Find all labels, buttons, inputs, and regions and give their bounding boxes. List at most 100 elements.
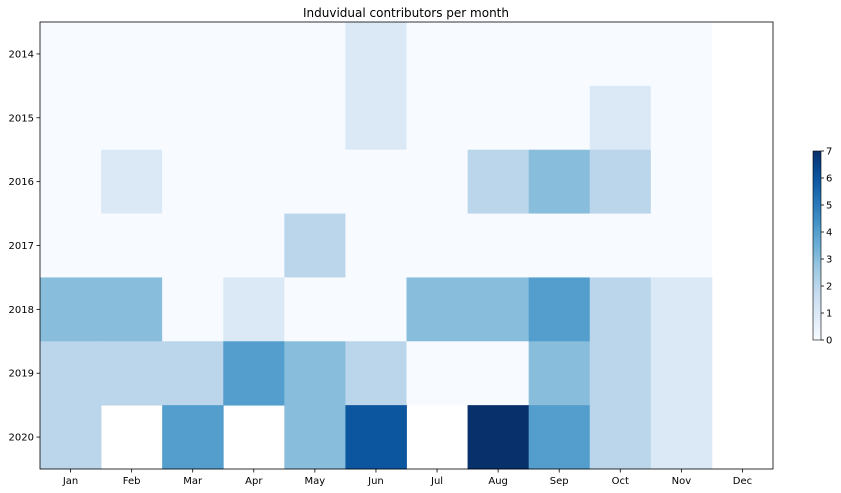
heatmap-cell xyxy=(101,277,163,342)
colorbar-tick-label: 4 xyxy=(826,228,832,239)
heatmap-cell xyxy=(467,85,530,151)
heatmap-cell xyxy=(406,213,468,278)
heatmap-cell xyxy=(345,405,407,470)
heatmap-cell xyxy=(162,149,224,214)
heatmap-cell xyxy=(284,22,346,87)
heatmap-cell xyxy=(528,213,591,278)
heatmap-cell xyxy=(467,22,530,87)
x-tick-label: Sep xyxy=(550,476,569,487)
heatmap-cell xyxy=(406,277,468,342)
x-tick-label: Apr xyxy=(245,476,263,487)
heatmap-cell xyxy=(467,341,530,406)
colorbar-tick-label: 3 xyxy=(826,255,832,266)
heatmap-cell xyxy=(528,405,591,470)
heatmap-cell xyxy=(162,341,224,406)
heatmap-cell xyxy=(101,213,163,278)
heatmap-cell xyxy=(223,22,285,87)
heatmap-cell xyxy=(467,149,530,214)
colorbar-gradient xyxy=(812,150,822,341)
heatmap-cell xyxy=(162,277,224,342)
heatmap-cell xyxy=(223,149,285,214)
y-tick-label: 2017 xyxy=(9,241,34,252)
heatmap-cell xyxy=(589,149,652,214)
colorbar-tick-label: 0 xyxy=(826,336,832,347)
heatmap-cell xyxy=(101,22,163,87)
y-tick-label: 2018 xyxy=(9,305,34,316)
x-tick-label: Aug xyxy=(488,476,508,487)
heatmap-cell xyxy=(650,405,713,470)
colorbar-tick-label: 1 xyxy=(826,309,832,320)
y-tick-label: 2019 xyxy=(9,369,34,380)
heatmap-cell xyxy=(101,85,163,151)
heatmap-cell xyxy=(345,85,407,151)
heatmap-cell xyxy=(406,149,468,214)
heatmap-cell xyxy=(650,85,713,151)
heatmap-cell xyxy=(528,149,591,214)
heatmap-cell xyxy=(284,277,346,342)
chart-title: Induvidual contributors per month xyxy=(303,6,509,20)
heatmap-cell xyxy=(589,85,652,151)
heatmap-cell xyxy=(284,341,346,406)
x-tick-label: Jul xyxy=(430,476,443,487)
heatmap-cell xyxy=(223,213,285,278)
heatmap-cell xyxy=(406,85,468,151)
heatmap-cell xyxy=(345,341,407,406)
heatmap-cell xyxy=(345,22,407,87)
y-tick-label: 2015 xyxy=(9,113,34,124)
heatmap-cell xyxy=(40,22,102,87)
heatmap-cell xyxy=(650,277,713,342)
heatmap-cell xyxy=(467,277,530,342)
heatmap-cell xyxy=(528,85,591,151)
colorbar-tick-label: 5 xyxy=(826,201,832,212)
heatmap-cell xyxy=(345,213,407,278)
x-axis: Jan Feb Mar Apr May Jun Jul Aug Sep Oct Nov Dec xyxy=(62,469,752,487)
heatmap-cell xyxy=(528,277,591,342)
y-axis: 2014 2015 2016 2017 2018 2019 2020 xyxy=(9,49,40,444)
heatmap-cell xyxy=(40,149,102,214)
heatmap-cell xyxy=(40,405,102,470)
heatmap-cell xyxy=(162,85,224,151)
heatmap-cell xyxy=(589,22,652,87)
heatmap-cell xyxy=(589,341,652,406)
heatmap-cell xyxy=(345,277,407,342)
heatmap-cell xyxy=(650,149,713,214)
heatmap-cell xyxy=(650,341,713,406)
heatmap-cell xyxy=(345,149,407,214)
x-tick-label: Mar xyxy=(183,476,203,487)
heatmap-cell xyxy=(589,213,652,278)
x-tick-label: Jan xyxy=(62,476,78,487)
heatmap-cell xyxy=(528,341,591,406)
heatmap-cell xyxy=(223,85,285,151)
heatmap-cell xyxy=(101,341,163,406)
heatmap-cell xyxy=(467,213,530,278)
heatmap-cell xyxy=(406,22,468,87)
heatmap-cell xyxy=(40,277,102,342)
heatmap-cell xyxy=(162,213,224,278)
heatmap-cell xyxy=(589,277,652,342)
heatmap-cell xyxy=(650,213,713,278)
heatmap-cell xyxy=(406,341,468,406)
heatmap-cell xyxy=(40,85,102,151)
colorbar: 0 1 2 3 4 5 6 7 xyxy=(812,147,832,347)
heatmap-cells xyxy=(40,22,773,470)
x-tick-label: May xyxy=(305,476,326,487)
heatmap-cell xyxy=(284,149,346,214)
colorbar-tick-label: 2 xyxy=(826,282,832,293)
x-tick-label: Jun xyxy=(367,476,384,487)
x-tick-label: Feb xyxy=(123,476,141,487)
heatmap-cell xyxy=(40,213,102,278)
x-tick-label: Dec xyxy=(733,476,752,487)
heatmap-cell xyxy=(284,213,346,278)
y-tick-label: 2016 xyxy=(9,177,34,188)
x-tick-label: Oct xyxy=(612,476,629,487)
heatmap-cell xyxy=(101,149,163,214)
heatmap-cell xyxy=(223,277,285,342)
x-tick-label: Nov xyxy=(672,476,692,487)
heatmap-cell xyxy=(162,22,224,87)
heatmap-cell xyxy=(528,22,591,87)
heatmap-cell xyxy=(650,22,713,87)
heatmap-cell xyxy=(284,405,346,470)
heatmap-cell xyxy=(223,341,285,406)
heatmap-cell xyxy=(467,405,530,470)
